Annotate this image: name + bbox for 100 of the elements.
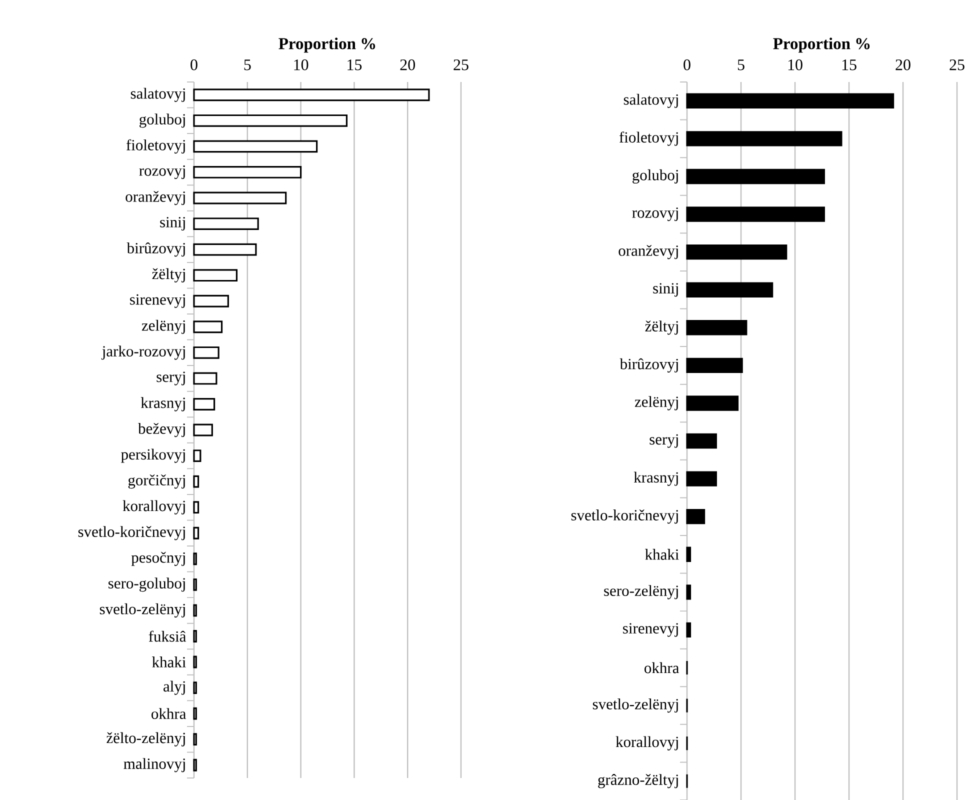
y-tick-label: alyj: [164, 680, 185, 695]
y-tick-label: goluboj: [140, 114, 185, 128]
bar: [193, 758, 197, 772]
x-tick-label: 0: [190, 59, 198, 70]
x-tick-label: 15: [842, 60, 856, 70]
y-tick-label: svetlo-koričnevyj: [571, 510, 678, 524]
bar: [686, 508, 706, 524]
bar: [193, 733, 197, 746]
bar: [193, 320, 223, 334]
x-tick-label: 5: [244, 60, 251, 70]
bar: [686, 622, 692, 638]
bar: [686, 93, 894, 108]
y-tick-label: zelënyj: [142, 320, 185, 334]
x-tick-label: 10: [788, 59, 802, 70]
x-tick-label: 25: [950, 59, 964, 70]
bar: [686, 206, 825, 222]
y-tick-label: jarko-rozovyj: [101, 346, 185, 360]
y-tick-label: sinij: [160, 216, 185, 231]
y-tick-label: khaki: [645, 548, 679, 560]
y-tick-label: korallovyj: [122, 500, 185, 514]
y-tick-label: sero-zelënyj: [604, 585, 678, 600]
bar: [686, 168, 825, 184]
bar: [193, 192, 287, 204]
y-tick-label: žëltyj: [645, 320, 678, 335]
x-axis-title: Proportion %: [773, 38, 870, 53]
y-tick-label: žëltyj: [152, 268, 185, 282]
bar: [193, 450, 202, 462]
y-tick-label: salatovyj: [624, 94, 678, 108]
bar: [193, 501, 200, 514]
x-tick-label: 25: [454, 59, 468, 70]
y-tick-label: korallovyj: [616, 736, 678, 750]
bar: [686, 584, 692, 600]
bar: [686, 244, 788, 260]
y-tick-label: beževyj: [138, 422, 185, 438]
bar: [686, 320, 748, 336]
y-tick-label: persikovyj: [121, 448, 185, 463]
y-tick-label: sero-goluboj: [108, 578, 185, 592]
y-tick-label: pesočnyj: [131, 552, 185, 566]
y-tick-label: grâzno-žëltyj: [598, 774, 678, 788]
y-tick-label: zelënyj: [634, 396, 678, 410]
x-tick-label: 20: [896, 59, 910, 70]
y-tick-label: khaki: [152, 656, 186, 668]
x-tick-label: 0: [684, 59, 690, 70]
bar: [193, 346, 220, 359]
y-tick-label: fioletovyj: [619, 132, 678, 146]
x-tick-label: 5: [738, 60, 744, 70]
bar: [193, 114, 348, 127]
bar: [193, 707, 197, 720]
bar: [193, 218, 259, 230]
y-tick-label: oranževyj: [126, 190, 185, 206]
y-tick-label: okhra: [152, 708, 186, 720]
y-tick-label: svetlo-koričnevyj: [78, 526, 185, 540]
y-tick-label: seryj: [156, 372, 185, 386]
y-tick-label: birûzovyj: [620, 358, 678, 372]
y-tick-label: salatovyj: [130, 88, 185, 102]
bar: [193, 682, 197, 694]
y-tick-label: krasnyj: [634, 472, 678, 486]
bar: [686, 358, 743, 374]
y-tick-label: rozovyj: [139, 165, 185, 180]
y-tick-label: goluboj: [632, 169, 678, 184]
bar: [193, 526, 200, 540]
bar: [193, 656, 197, 668]
bar: [193, 294, 229, 308]
y-tick-label: sirenevyj: [130, 294, 185, 308]
y-tick-label: svetlo-zelënyj: [100, 603, 185, 618]
bar: [193, 372, 218, 385]
y-tick-label: fuksiâ: [148, 630, 186, 642]
y-tick-label: svetlo-zelënyj: [592, 698, 678, 713]
bar: [686, 131, 842, 146]
y-tick-label: sirenevyj: [623, 623, 678, 637]
y-tick-label: malinovyj: [124, 758, 185, 772]
x-axis-title: Proportion %: [278, 38, 376, 53]
y-tick-label: oranževyj: [618, 244, 678, 260]
y-tick-label: krasnyj: [140, 397, 185, 412]
bar: [193, 398, 216, 410]
y-tick-label: birûzovyj: [126, 242, 185, 257]
bar: [193, 552, 197, 566]
y-tick-label: žëlto-zelënyj: [106, 732, 185, 746]
bar: [193, 166, 302, 178]
bar: [686, 471, 717, 486]
bar: [193, 424, 213, 436]
bar: [193, 630, 197, 642]
bar: [193, 140, 318, 153]
y-tick-label: fioletovyj: [126, 139, 185, 154]
bar: [193, 269, 238, 282]
bar: [686, 546, 692, 562]
bar: [686, 433, 717, 449]
y-tick-label: okhra: [644, 662, 680, 674]
bar: [686, 282, 774, 298]
bar: [686, 396, 739, 411]
bar: [193, 578, 197, 591]
x-tick-label: 20: [400, 59, 415, 70]
x-tick-label: 15: [348, 60, 362, 70]
y-tick-label: rozovyj: [632, 207, 678, 222]
y-tick-label: seryj: [650, 434, 678, 448]
bar: [193, 88, 430, 102]
bar: [193, 243, 257, 256]
x-tick-label: 10: [294, 59, 308, 70]
y-tick-label: sinij: [653, 283, 678, 297]
y-tick-label: gorčičnyj: [128, 474, 185, 489]
